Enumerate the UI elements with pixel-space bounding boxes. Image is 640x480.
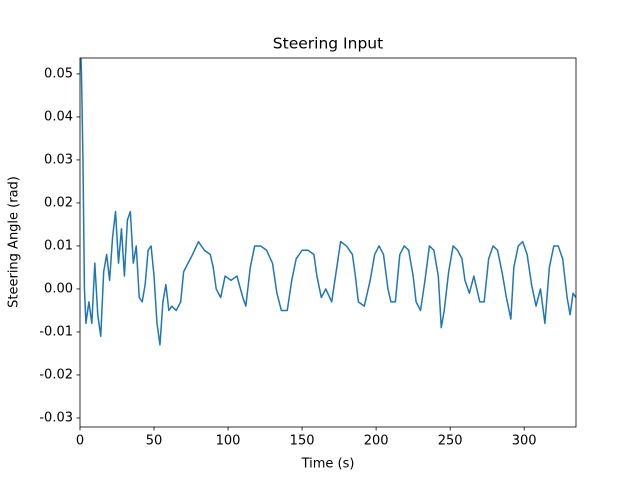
x-tick-label: 300 bbox=[512, 434, 537, 449]
x-tick-label: 200 bbox=[364, 434, 389, 449]
y-tick-label: -0.02 bbox=[39, 367, 73, 382]
y-tick-label: 0.00 bbox=[44, 281, 73, 296]
y-axis-label: Steering Angle (rad) bbox=[7, 176, 22, 308]
y-tick-label: 0.01 bbox=[44, 238, 73, 253]
x-tick-label: 150 bbox=[290, 434, 315, 449]
y-tick-label: 0.03 bbox=[44, 152, 73, 167]
x-axis-label: Time (s) bbox=[301, 457, 355, 472]
x-tick-label: 0 bbox=[76, 434, 84, 449]
axes-frame bbox=[79, 57, 577, 428]
y-tick-label: 0.04 bbox=[44, 109, 73, 124]
y-tick-label: -0.03 bbox=[39, 410, 73, 425]
y-tick-label: -0.01 bbox=[39, 324, 73, 339]
plot-area bbox=[80, 58, 576, 346]
y-tick-label: 0.02 bbox=[44, 195, 73, 210]
x-tick-label: 100 bbox=[216, 434, 241, 449]
x-tick-label: 250 bbox=[438, 434, 463, 449]
y-tick-label: 0.05 bbox=[44, 66, 73, 81]
chart-title: Steering Input bbox=[273, 35, 383, 53]
x-tick-label: 50 bbox=[146, 434, 163, 449]
data-line bbox=[80, 58, 576, 346]
